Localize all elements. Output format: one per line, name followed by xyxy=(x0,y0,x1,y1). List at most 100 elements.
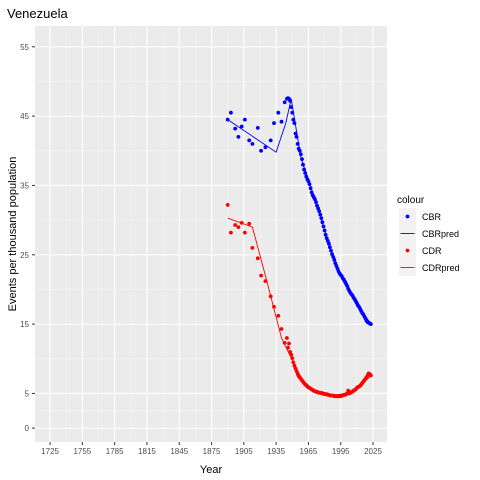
cdr-point xyxy=(289,352,294,357)
cdr-point xyxy=(272,304,276,309)
cbr-point xyxy=(290,110,295,115)
y-axis-ticks: 0 5 15 25 35 45 55 xyxy=(20,43,35,433)
cdr-point xyxy=(286,345,290,350)
cbr-point xyxy=(282,100,287,105)
cbr-point xyxy=(293,131,298,136)
cbr-point xyxy=(327,241,331,246)
cbr-point xyxy=(292,121,297,125)
cbr-point xyxy=(294,135,299,139)
x-tick-label: 1785 xyxy=(106,447,124,456)
legend-label-cbrpred: CBRpred xyxy=(422,229,459,239)
cdr-point xyxy=(239,221,244,225)
x-tick-label: 1875 xyxy=(203,447,221,456)
legend-label-cdr: CDR xyxy=(422,246,442,256)
cdr-point xyxy=(285,336,289,340)
cbr-point xyxy=(300,157,304,162)
cdr-point xyxy=(369,373,373,378)
cbr-point xyxy=(255,126,260,130)
x-tick-label: 1755 xyxy=(73,447,91,456)
cdr-point xyxy=(255,256,260,261)
legend-title: colour xyxy=(397,195,425,206)
y-tick-label: 45 xyxy=(20,112,29,121)
cbr-point xyxy=(308,186,313,191)
cdr-point xyxy=(259,273,263,278)
y-tick-label: 35 xyxy=(20,181,29,190)
x-tick-label: 1995 xyxy=(332,447,350,456)
x-tick-label: 2025 xyxy=(364,447,382,456)
cbr-point xyxy=(243,117,247,122)
cdr-point xyxy=(236,225,241,230)
x-tick-label: 1965 xyxy=(300,447,318,456)
y-tick-label: 5 xyxy=(25,389,30,398)
cbr-point xyxy=(328,245,332,250)
cbr-point xyxy=(239,124,244,129)
cbr-point xyxy=(319,216,324,221)
cbr-point xyxy=(318,212,323,217)
cdr-point xyxy=(243,230,247,235)
cbr-point xyxy=(321,224,326,229)
cbr-point xyxy=(297,148,302,153)
cbr-point xyxy=(259,148,263,153)
x-tick-label: 1845 xyxy=(170,447,188,456)
cdr-point xyxy=(229,230,233,235)
x-axis-ticks: 1725 1755 1785 1815 1845 1875 1905 1935 1965 1995… xyxy=(41,442,382,456)
cbr-point xyxy=(250,142,255,146)
cbr-point xyxy=(320,220,325,225)
y-tick-label: 55 xyxy=(20,43,29,52)
cbr-point xyxy=(268,138,273,143)
cbr-point xyxy=(323,232,328,237)
cbr-point xyxy=(303,171,308,175)
cbr-point xyxy=(302,167,306,172)
cdr-point xyxy=(225,203,230,207)
legend-label-cdrpred: CDRpred xyxy=(422,263,460,273)
cbr-point xyxy=(295,142,300,146)
cbr-point xyxy=(229,110,233,115)
cdr-point xyxy=(290,356,295,360)
y-axis-title: Events per thousand population xyxy=(7,157,19,312)
series-layer xyxy=(225,96,373,399)
cbr-point xyxy=(276,110,281,115)
cdr-point xyxy=(263,279,268,283)
cdr-point xyxy=(276,313,281,318)
cdr-point xyxy=(282,341,287,345)
chart-title: Venezuela xyxy=(7,6,68,21)
x-tick-label: 1815 xyxy=(138,447,156,456)
cbr-point xyxy=(289,105,294,109)
cdr-point xyxy=(268,294,273,299)
cbr-point xyxy=(247,138,252,143)
cbr-point xyxy=(332,257,337,262)
cbr-point xyxy=(272,121,276,125)
major-gridlines xyxy=(35,26,387,442)
cdr-point xyxy=(287,341,291,346)
cbr-point xyxy=(299,152,303,157)
cbr-point xyxy=(225,117,230,122)
cbr-point xyxy=(288,99,292,103)
x-tick-label: 1905 xyxy=(235,447,253,456)
legend-label-cbr: CBR xyxy=(422,212,442,222)
cbr-point xyxy=(369,322,373,326)
cdr-point xyxy=(233,223,238,227)
cbr-point xyxy=(314,200,318,205)
cdr-point xyxy=(250,246,255,250)
x-tick-label: 1725 xyxy=(41,447,59,456)
x-tick-label: 1935 xyxy=(267,447,285,456)
legend-symbol-cbr xyxy=(405,214,410,219)
cbr-point xyxy=(322,228,327,233)
cbr-point xyxy=(233,126,238,131)
cbr-point xyxy=(279,119,284,124)
cdr-point xyxy=(279,327,284,331)
y-tick-label: 0 xyxy=(25,424,30,433)
cbr-point xyxy=(307,182,312,187)
legend: colour CBR CBRpred CDR CDRpred xyxy=(397,195,460,276)
cbr-point xyxy=(263,145,268,150)
cbr-point xyxy=(301,162,305,167)
cdr-point xyxy=(247,221,252,226)
y-tick-label: 25 xyxy=(20,251,29,260)
y-tick-label: 15 xyxy=(20,320,29,329)
cbr-point xyxy=(291,117,296,122)
legend-symbol-cdr xyxy=(405,248,410,253)
cbr-point xyxy=(236,135,241,139)
cdr-point xyxy=(291,360,296,365)
cbr-point xyxy=(329,248,333,253)
